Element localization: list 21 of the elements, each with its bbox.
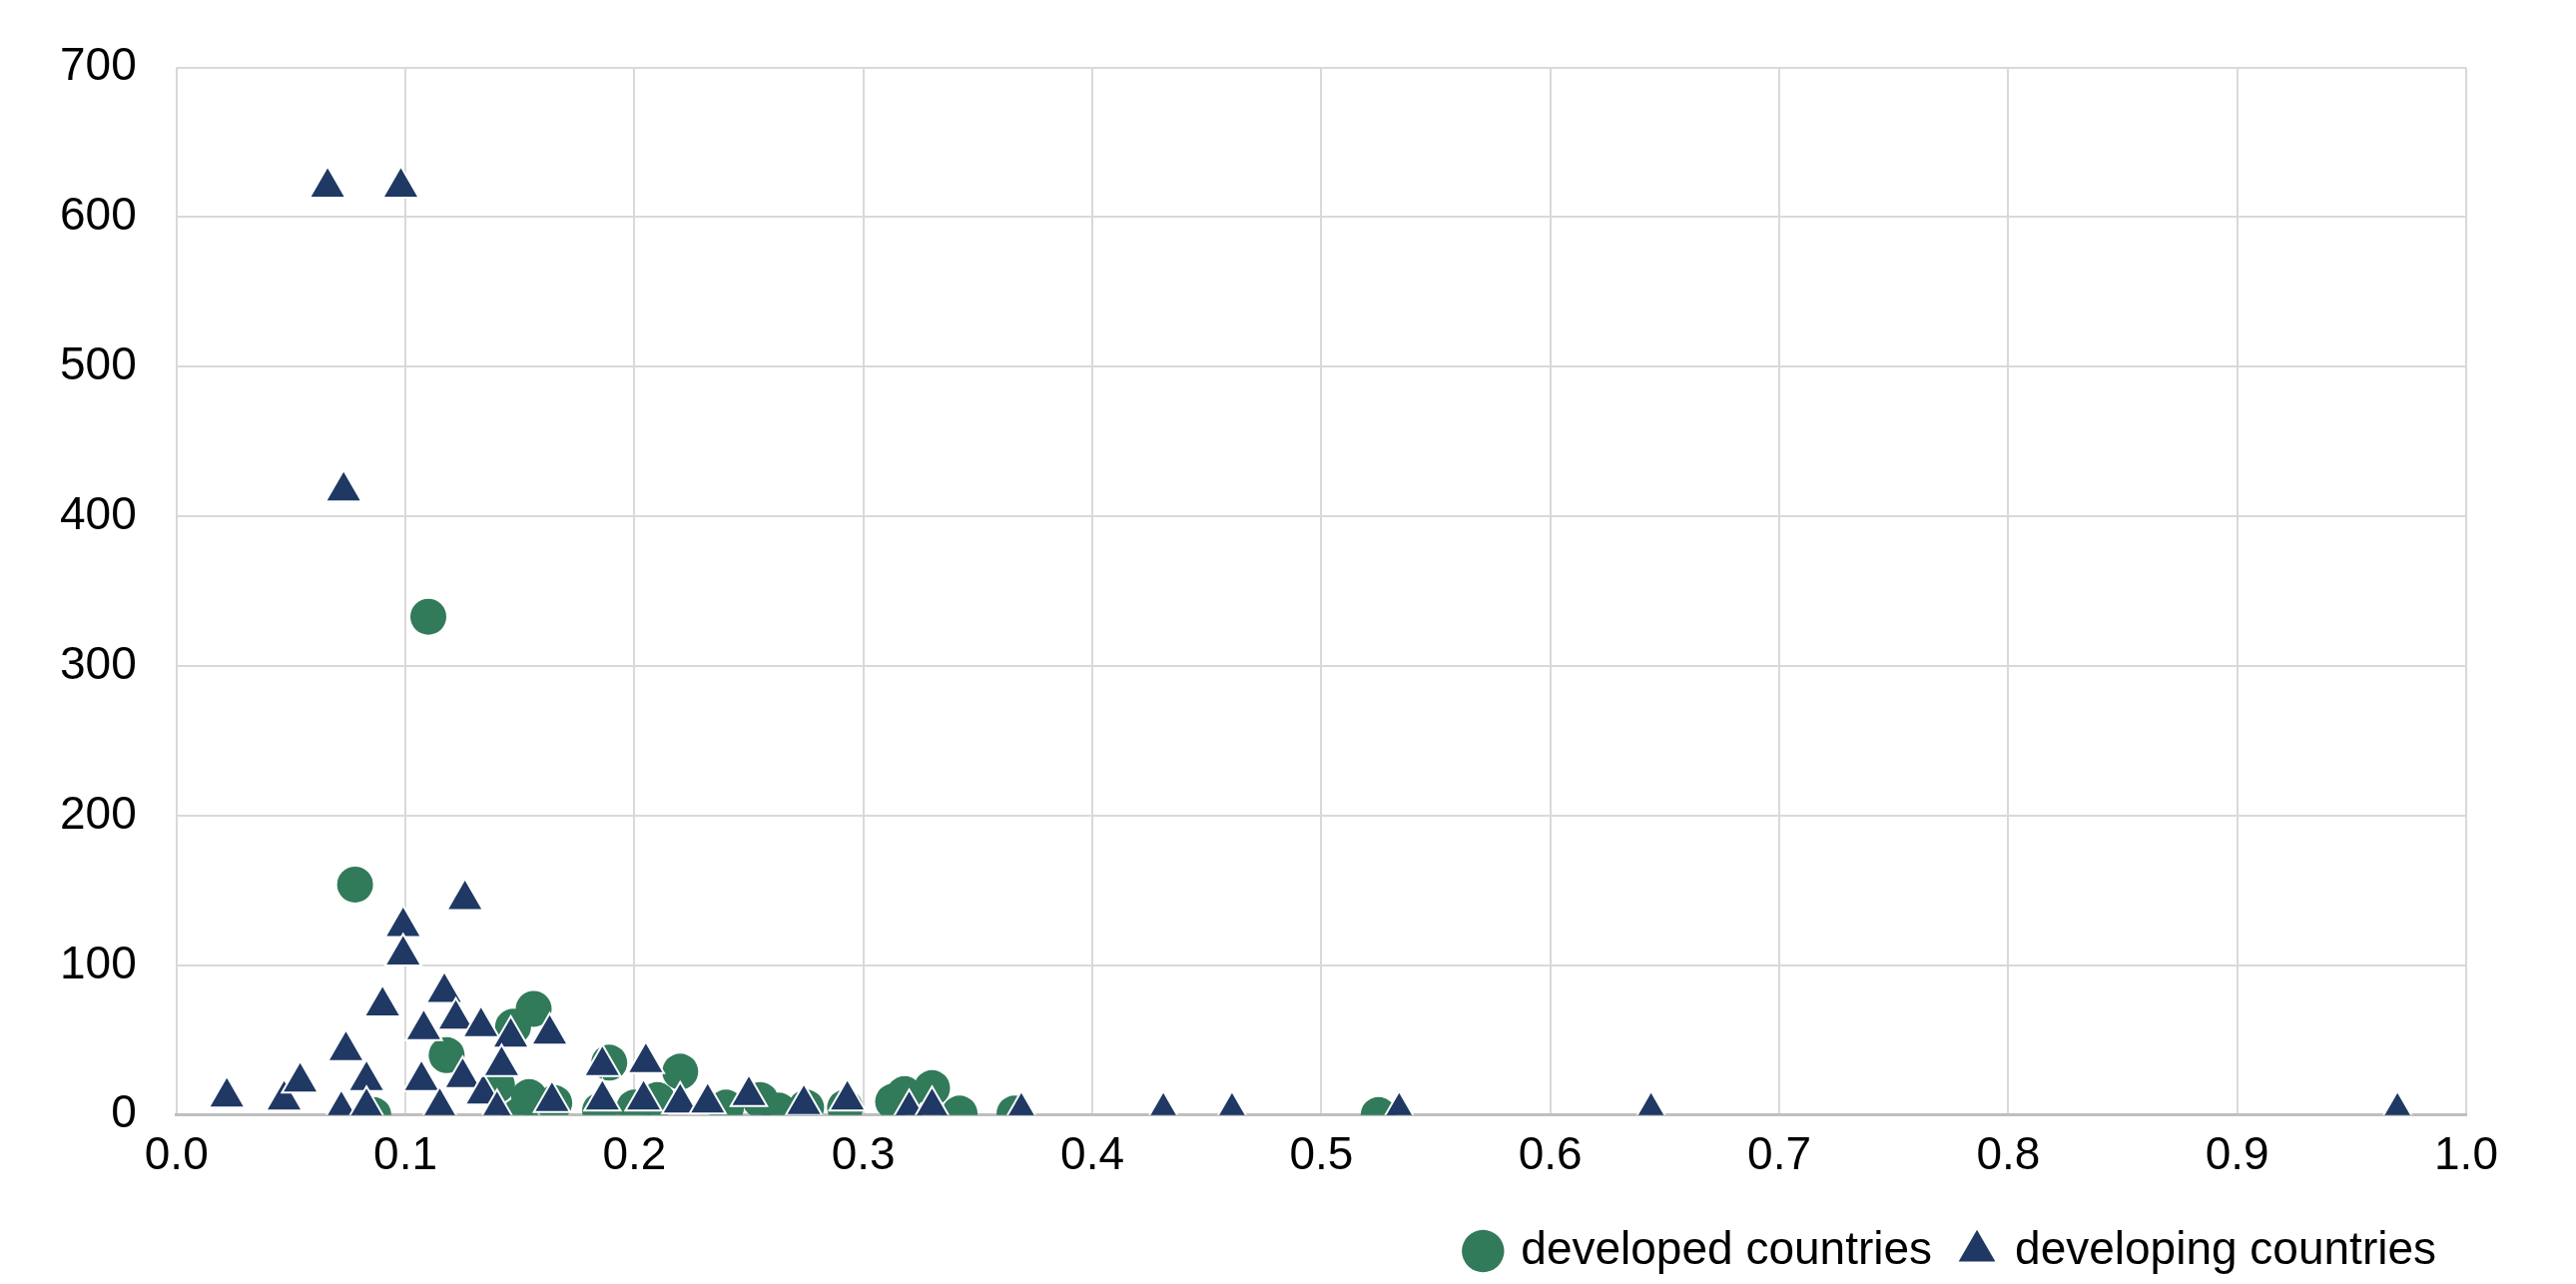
y-tick-label: 300	[60, 636, 137, 689]
y-tick-label: 500	[60, 337, 137, 390]
x-tick-label: 0.0	[144, 1127, 209, 1180]
y-tick-label: 400	[60, 486, 137, 539]
y-tick-label: 700	[60, 38, 137, 91]
x-tick-label: 0.1	[373, 1127, 438, 1180]
x-tick-label: 0.4	[1060, 1127, 1125, 1180]
x-tick-label: 0.2	[602, 1127, 667, 1180]
x-tick-label: 1.0	[2434, 1127, 2498, 1180]
legend-label: developing countries	[2015, 1221, 2436, 1274]
y-tick-label: 100	[60, 936, 137, 988]
x-tick-label: 0.7	[1747, 1127, 1811, 1180]
y-tick-label: 200	[60, 786, 137, 839]
x-tick-label: 0.5	[1289, 1127, 1354, 1180]
y-tick-label: 600	[60, 188, 137, 241]
x-tick-label: 0.8	[1976, 1127, 2041, 1180]
legend-label: developed countries	[1521, 1221, 1933, 1274]
x-tick-label: 0.3	[831, 1127, 896, 1180]
y-tick-label: 0	[111, 1085, 137, 1138]
x-tick-label: 0.6	[1518, 1127, 1583, 1180]
x-tick-label: 0.9	[2205, 1127, 2269, 1180]
